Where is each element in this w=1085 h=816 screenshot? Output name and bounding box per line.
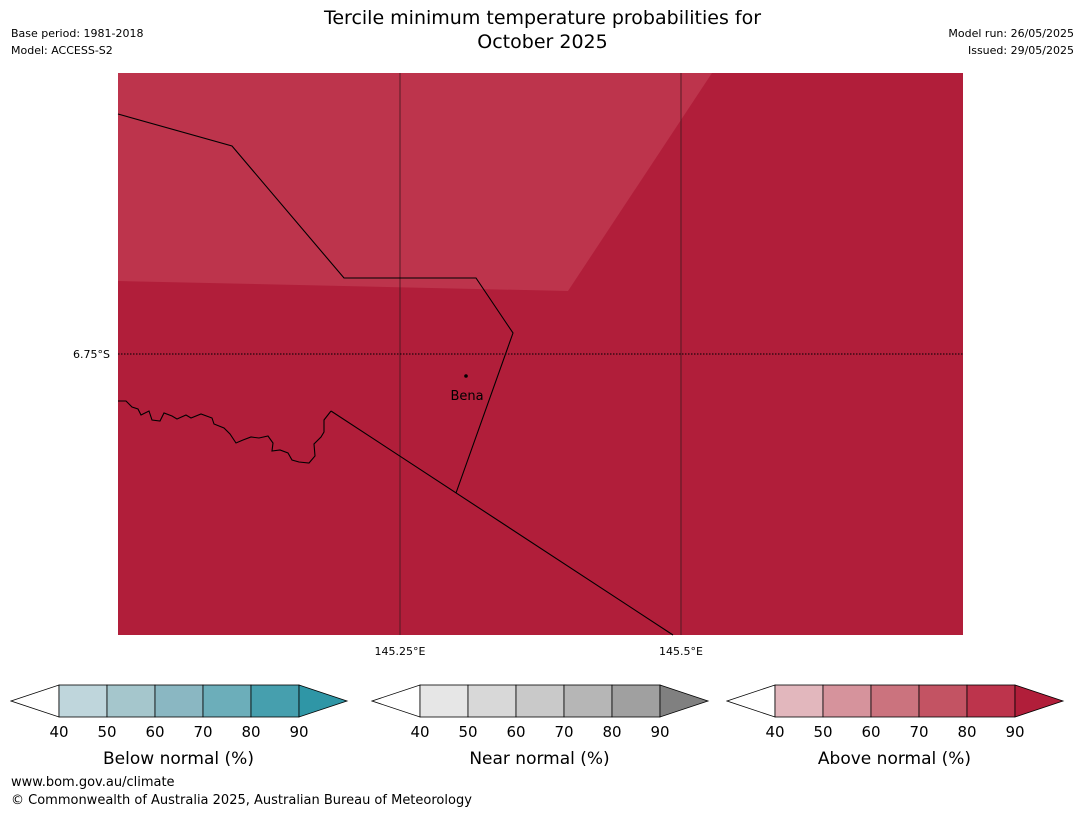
province-boundary-south (330, 410, 674, 636)
above-tick: 60 (861, 723, 881, 741)
above-tick: 70 (909, 723, 929, 741)
colorbar-below-normal: 40 50 60 70 80 90 Below normal (%) (9, 684, 350, 769)
below-normal-title: Below normal (%) (103, 749, 254, 769)
model-text: Model: ACCESS-S2 (11, 44, 113, 57)
town-marker (464, 374, 468, 378)
map-canvas: Bena 6.75°S 145.25°E 145.5°E (73, 73, 963, 658)
issued-text: Issued: 29/05/2025 (967, 44, 1074, 57)
below-bin-60-70 (154, 684, 204, 718)
above-bin-60-70 (870, 684, 920, 718)
above-tick: 80 (957, 723, 977, 741)
below-arrow-high (298, 684, 349, 718)
town-label: Bena (450, 389, 483, 404)
footer-copyright: © Commonwealth of Australia 2025, Austra… (11, 793, 472, 808)
colorbar-near-normal-swatches (370, 684, 710, 718)
near-bin-60-70 (515, 684, 565, 718)
footer-url: www.bom.gov.au/climate (11, 775, 175, 790)
below-bin-80-90 (250, 684, 300, 718)
above-normal-title: Above normal (%) (817, 749, 972, 769)
longitude-label-2: 145.5°E (659, 645, 703, 658)
above-bin-40-50 (774, 684, 824, 718)
near-arrow-low (370, 684, 421, 718)
below-bin-40-50 (58, 684, 108, 718)
below-bin-70-80 (202, 684, 252, 718)
above-bin-70-80 (918, 684, 968, 718)
map-region-lower-prob (118, 73, 712, 291)
colorbar-above-normal-swatches (725, 684, 1065, 718)
colorbar-below-normal-swatches (9, 684, 349, 718)
province-boundary-north (117, 113, 514, 494)
title-line-2: October 2025 (477, 31, 608, 53)
latitude-label: 6.75°S (73, 348, 110, 361)
above-bin-50-60 (822, 684, 872, 718)
header-info-right: Model run: 26/05/2025 Issued: 29/05/2025 (948, 25, 1074, 59)
map-title: Tercile minimum temperature probabilitie… (0, 6, 1085, 54)
below-tick: 90 (289, 723, 309, 741)
above-arrow-low (725, 684, 776, 718)
below-tick: 40 (49, 723, 69, 741)
header-info-left: Base period: 1981-2018 Model: ACCESS-S2 (11, 25, 143, 59)
below-tick: 80 (241, 723, 261, 741)
near-bin-50-60 (467, 684, 517, 718)
above-tick: 40 (765, 723, 785, 741)
above-tick: 90 (1005, 723, 1025, 741)
above-arrow-high (1014, 684, 1065, 718)
base-period-text: Base period: 1981-2018 (11, 27, 144, 40)
near-tick: 60 (506, 723, 526, 741)
near-tick: 50 (458, 723, 478, 741)
above-ticks: 40 50 60 70 80 90 (726, 723, 1066, 743)
near-arrow-high (659, 684, 710, 718)
footer: www.bom.gov.au/climate © Commonwealth of… (11, 774, 472, 810)
near-tick: 90 (650, 723, 670, 741)
colorbar-near-normal: 40 50 60 70 80 90 Near normal (%) (370, 684, 711, 769)
title-line-1: Tercile minimum temperature probabilitie… (323, 7, 762, 29)
below-bin-50-60 (106, 684, 156, 718)
near-bin-40-50 (419, 684, 469, 718)
province-boundary-west (118, 400, 332, 464)
near-normal-title: Near normal (%) (469, 749, 610, 769)
below-tick: 70 (193, 723, 213, 741)
below-arrow-low (9, 684, 60, 718)
below-tick: 60 (145, 723, 165, 741)
below-tick: 50 (97, 723, 117, 741)
near-tick: 70 (554, 723, 574, 741)
model-run-text: Model run: 26/05/2025 (948, 27, 1074, 40)
above-bin-80-90 (966, 684, 1016, 718)
above-tick: 50 (813, 723, 833, 741)
below-ticks: 40 50 60 70 80 90 (10, 723, 350, 743)
colorbar-above-normal: 40 50 60 70 80 90 Above normal (%) (725, 684, 1066, 769)
near-bin-70-80 (563, 684, 613, 718)
longitude-label-1: 145.25°E (375, 645, 426, 658)
near-tick: 80 (602, 723, 622, 741)
near-ticks: 40 50 60 70 80 90 (371, 723, 711, 743)
near-bin-80-90 (611, 684, 661, 718)
near-tick: 40 (410, 723, 430, 741)
